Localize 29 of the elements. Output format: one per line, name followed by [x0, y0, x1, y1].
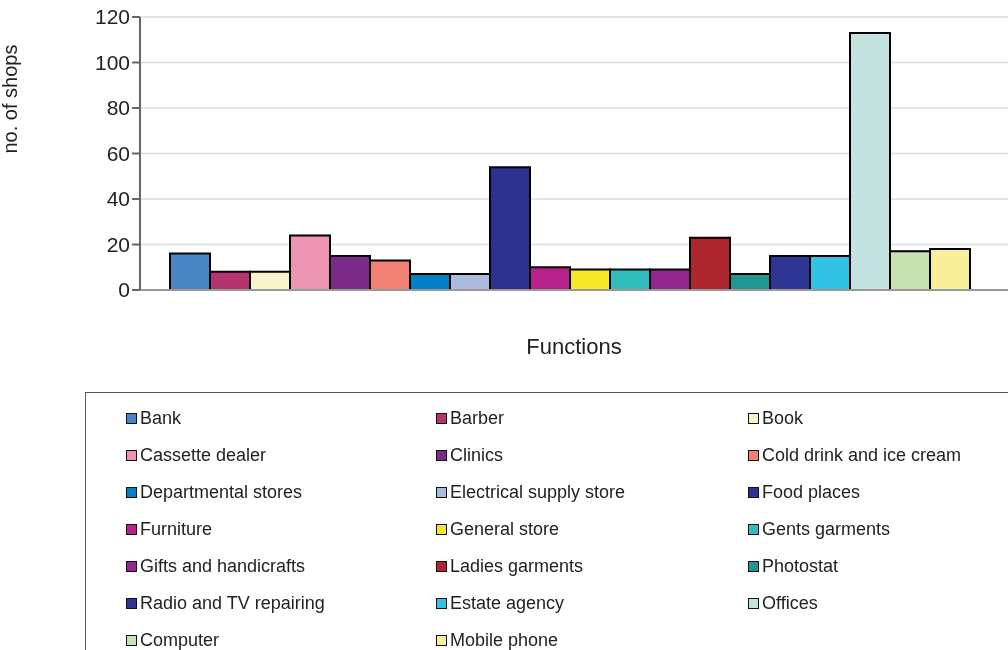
y-tick-label: 0	[118, 278, 130, 302]
legend-label: Gents garments	[762, 519, 891, 540]
y-tick-label: 20	[106, 232, 130, 256]
legend-label: Offices	[762, 593, 818, 614]
legend-label: Computer	[140, 630, 220, 650]
y-tick-label: 100	[94, 50, 130, 74]
y-axis-title: no. of shops	[0, 44, 22, 154]
legend-label: Cold drink and ice cream	[762, 445, 962, 466]
legend-label: Radio and TV repairing	[140, 593, 325, 614]
y-tick-label: 40	[106, 187, 130, 211]
legend-label: Furniture	[140, 519, 213, 540]
legend-label: Ladies garments	[450, 556, 584, 577]
x-axis-title: Functions	[526, 334, 622, 359]
y-tick-label: 80	[106, 96, 130, 120]
legend-label: Mobile phone	[450, 630, 559, 650]
legend-label: Departmental stores	[140, 482, 303, 503]
legend-label: Electrical supply store	[450, 482, 626, 503]
legend-label: General store	[450, 519, 560, 540]
legend-label: Clinics	[450, 445, 504, 466]
legend-label: Estate agency	[450, 593, 565, 614]
legend-label: Food places	[762, 482, 861, 503]
legend-label: Barber	[450, 408, 505, 429]
y-tick-label: 120	[94, 5, 130, 29]
legend-label: Gifts and handicrafts	[140, 556, 306, 577]
legend-label: Photostat	[762, 556, 839, 577]
legend-label: Cassette dealer	[140, 445, 267, 466]
legend-label: Bank	[140, 408, 182, 429]
y-tick-label: 60	[106, 141, 130, 165]
legend-label: Book	[762, 408, 804, 429]
